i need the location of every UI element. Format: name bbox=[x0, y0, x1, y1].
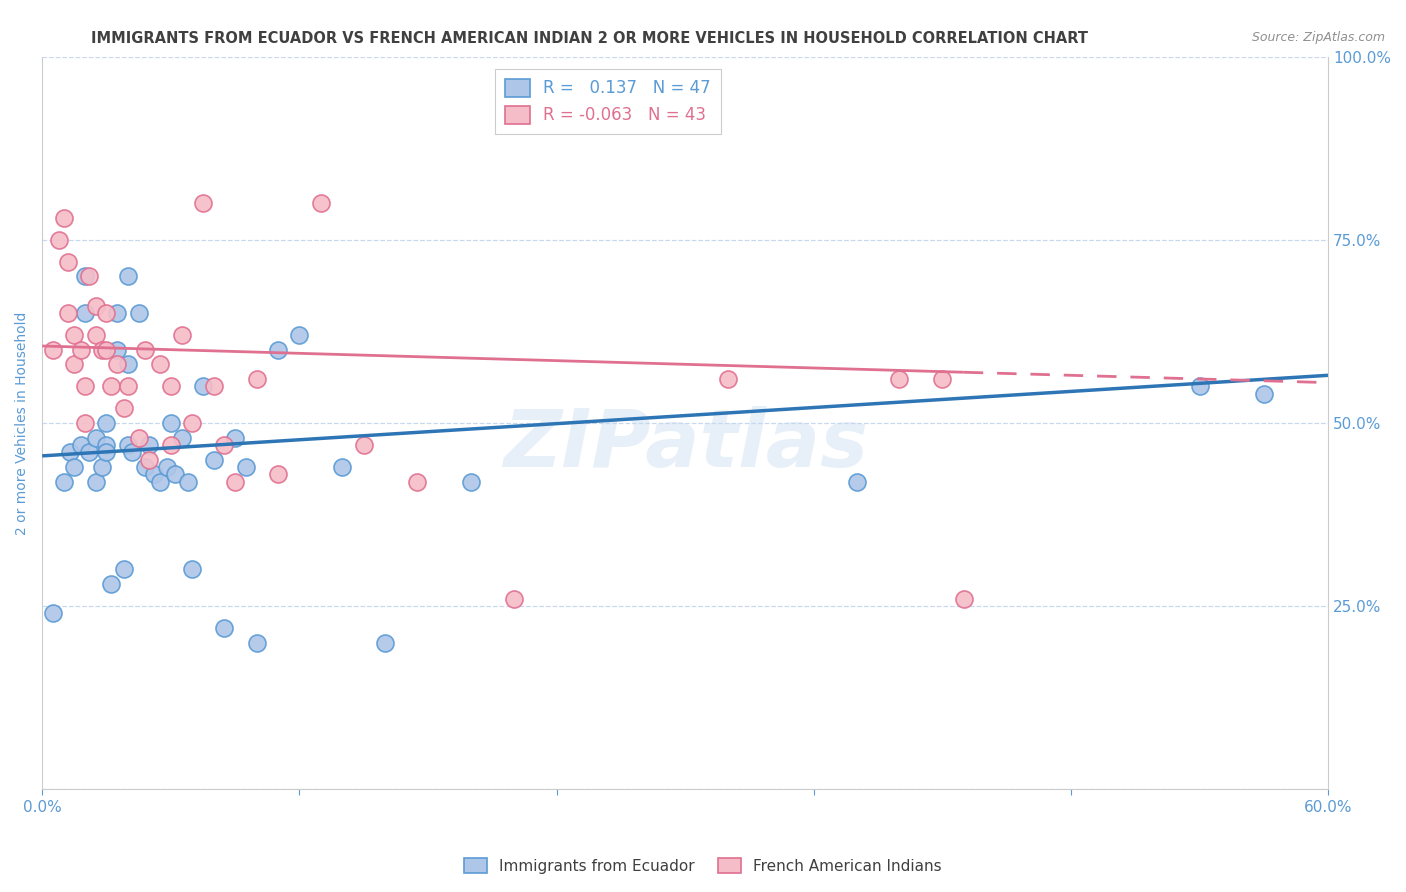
Point bbox=[155, 459, 177, 474]
Point bbox=[181, 416, 204, 430]
Point bbox=[330, 459, 353, 474]
Point bbox=[128, 431, 150, 445]
Point bbox=[267, 467, 290, 482]
Point bbox=[191, 196, 214, 211]
Point bbox=[214, 438, 236, 452]
Point bbox=[63, 357, 86, 371]
Point bbox=[84, 299, 107, 313]
Point bbox=[235, 459, 257, 474]
Point bbox=[652, 94, 675, 108]
Text: ZIPatlas: ZIPatlas bbox=[503, 406, 868, 483]
Point bbox=[181, 562, 204, 576]
Point bbox=[245, 635, 267, 649]
Point bbox=[1253, 386, 1275, 401]
Point bbox=[717, 372, 740, 386]
Point bbox=[117, 438, 139, 452]
Point bbox=[52, 211, 75, 225]
Point bbox=[48, 233, 70, 247]
Point bbox=[889, 372, 911, 386]
Point bbox=[117, 379, 139, 393]
Point bbox=[353, 438, 375, 452]
Point bbox=[952, 591, 974, 606]
Point bbox=[267, 343, 290, 357]
Point bbox=[73, 306, 96, 320]
Point bbox=[105, 357, 128, 371]
Point bbox=[159, 416, 181, 430]
Point bbox=[73, 269, 96, 284]
Point bbox=[73, 379, 96, 393]
Point bbox=[69, 438, 91, 452]
Point bbox=[69, 343, 91, 357]
Point bbox=[138, 438, 160, 452]
Text: IMMIGRANTS FROM ECUADOR VS FRENCH AMERICAN INDIAN 2 OR MORE VEHICLES IN HOUSEHOL: IMMIGRANTS FROM ECUADOR VS FRENCH AMERIC… bbox=[91, 31, 1088, 46]
Point bbox=[96, 438, 118, 452]
Text: Source: ZipAtlas.com: Source: ZipAtlas.com bbox=[1251, 31, 1385, 45]
Point bbox=[149, 475, 172, 489]
Point bbox=[170, 431, 193, 445]
Point bbox=[42, 343, 65, 357]
Point bbox=[406, 475, 429, 489]
Point bbox=[460, 475, 482, 489]
Point bbox=[117, 357, 139, 371]
Point bbox=[100, 379, 122, 393]
Point bbox=[117, 269, 139, 284]
Point bbox=[84, 431, 107, 445]
Point bbox=[91, 459, 114, 474]
Point bbox=[84, 328, 107, 343]
Point bbox=[165, 467, 187, 482]
Point bbox=[202, 452, 225, 467]
Point bbox=[845, 475, 868, 489]
Point bbox=[288, 328, 311, 343]
Point bbox=[79, 269, 101, 284]
Point bbox=[134, 459, 156, 474]
Point bbox=[96, 445, 118, 459]
Legend: Immigrants from Ecuador, French American Indians: Immigrants from Ecuador, French American… bbox=[458, 852, 948, 880]
Point bbox=[84, 475, 107, 489]
Point bbox=[96, 343, 118, 357]
Point bbox=[502, 591, 524, 606]
Point bbox=[142, 467, 165, 482]
Point bbox=[931, 372, 953, 386]
Point bbox=[105, 306, 128, 320]
Point bbox=[128, 306, 150, 320]
Point bbox=[63, 459, 86, 474]
Point bbox=[170, 328, 193, 343]
Point bbox=[91, 343, 114, 357]
Point bbox=[96, 306, 118, 320]
Legend: R =   0.137   N = 47, R = -0.063   N = 43: R = 0.137 N = 47, R = -0.063 N = 43 bbox=[495, 69, 721, 135]
Point bbox=[202, 379, 225, 393]
Point bbox=[56, 254, 79, 268]
Point bbox=[56, 306, 79, 320]
Point bbox=[112, 562, 135, 576]
Point bbox=[191, 379, 214, 393]
Y-axis label: 2 or more Vehicles in Household: 2 or more Vehicles in Household bbox=[15, 311, 30, 534]
Point bbox=[73, 416, 96, 430]
Point bbox=[138, 452, 160, 467]
Point bbox=[309, 196, 332, 211]
Point bbox=[224, 475, 246, 489]
Point bbox=[177, 475, 200, 489]
Point bbox=[59, 445, 82, 459]
Point bbox=[121, 445, 143, 459]
Point bbox=[214, 621, 236, 635]
Point bbox=[134, 343, 156, 357]
Point bbox=[245, 372, 267, 386]
Point bbox=[42, 607, 65, 621]
Point bbox=[224, 431, 246, 445]
Point bbox=[96, 416, 118, 430]
Point bbox=[100, 577, 122, 591]
Point bbox=[79, 445, 101, 459]
Point bbox=[1188, 379, 1211, 393]
Point bbox=[159, 379, 181, 393]
Point bbox=[112, 401, 135, 416]
Point bbox=[159, 438, 181, 452]
Point bbox=[63, 328, 86, 343]
Point bbox=[52, 475, 75, 489]
Point bbox=[105, 343, 128, 357]
Point bbox=[374, 635, 396, 649]
Point bbox=[149, 357, 172, 371]
